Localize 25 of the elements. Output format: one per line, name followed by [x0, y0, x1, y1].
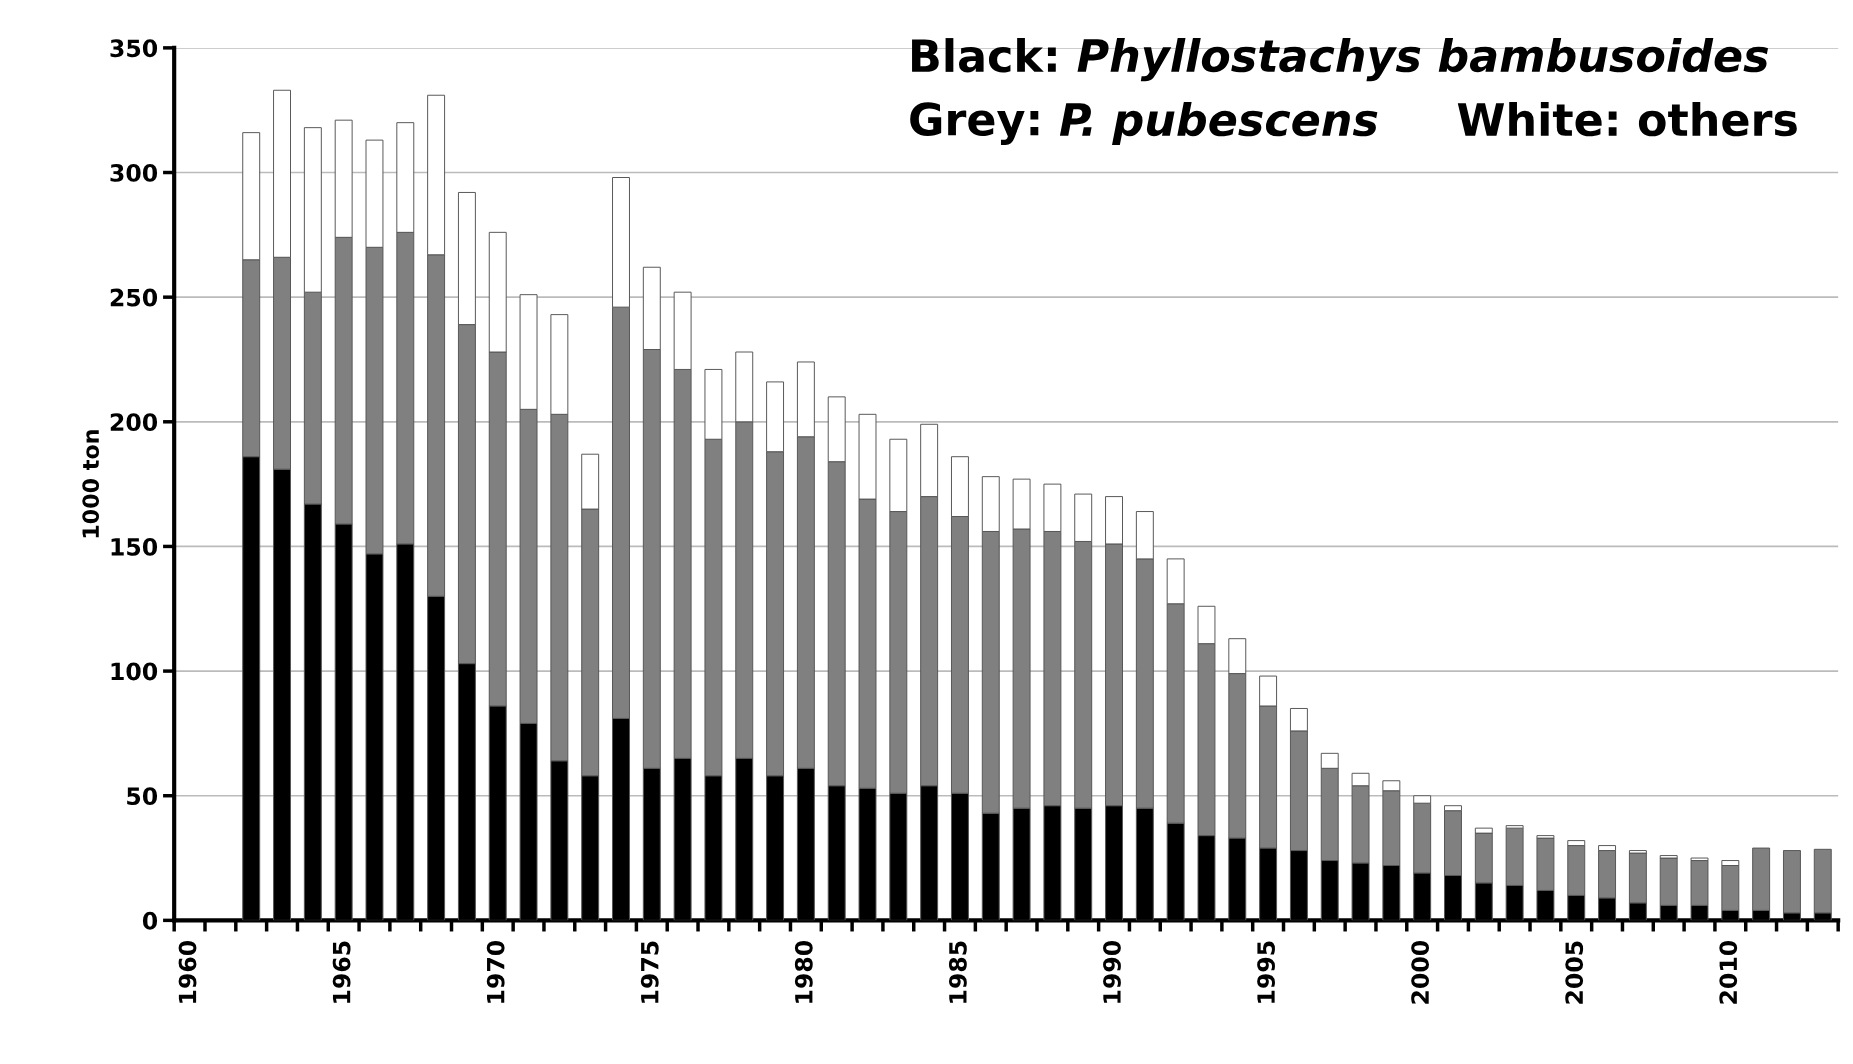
- y-tick-label: 0: [142, 911, 158, 930]
- x-tick-label: 2010: [1719, 940, 1738, 1004]
- y-tick-label: 100: [111, 662, 158, 681]
- x-tick-label: 1995: [1257, 941, 1275, 1003]
- annotation: Grey:: [910, 102, 1039, 145]
- y-tick-label: 350: [110, 39, 158, 58]
- x-tick-label: 2000: [1411, 940, 1430, 1004]
- x-tick-label: 1990: [1103, 940, 1121, 1003]
- annotation: White: others: [1457, 101, 1797, 137]
- annotation: Phyllostachys bambusoides: [1077, 37, 1768, 82]
- x-tick-label: 1985: [948, 941, 967, 1003]
- x-tick-label: 1960: [178, 940, 197, 1003]
- y-tick-label: 300: [110, 163, 158, 182]
- y-axis-title: 1000 ton: [82, 430, 100, 538]
- x-tick-label: 1975: [640, 941, 659, 1003]
- annotation: Black:: [912, 38, 1056, 73]
- annotation: P. pubescens: [1059, 101, 1378, 145]
- y-tick-label: 250: [110, 288, 158, 307]
- x-tick-label: 1980: [794, 940, 813, 1003]
- y-tick-label: 200: [110, 413, 158, 432]
- x-tick-label: 1965: [332, 941, 351, 1003]
- y-tick-label: 150: [111, 537, 158, 556]
- y-tick-label: 50: [127, 787, 158, 806]
- x-tick-label: 2005: [1565, 941, 1584, 1004]
- x-tick-label: 1970: [486, 940, 505, 1003]
